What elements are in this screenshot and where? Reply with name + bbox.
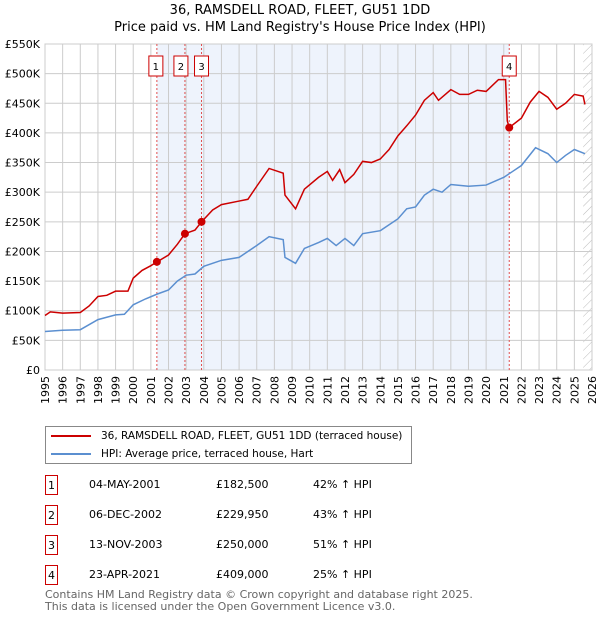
footer-copyright: Contains HM Land Registry data © Crown c… — [45, 588, 473, 601]
y-tick-label: £350K — [5, 157, 41, 170]
x-tick-label: 2019 — [462, 376, 475, 404]
sale-marker-number: 2 — [178, 62, 184, 73]
x-tick-label: 1996 — [57, 376, 70, 404]
x-tick-label: 2006 — [233, 376, 246, 404]
sale-price: £182,500 — [216, 478, 269, 491]
legend-label-property: 36, RAMSDELL ROAD, FLEET, GU51 1DD (terr… — [101, 430, 403, 442]
sale-point — [180, 229, 189, 238]
sale-price: £229,950 — [216, 508, 269, 521]
legend: 36, RAMSDELL ROAD, FLEET, GU51 1DD (terr… — [45, 426, 412, 464]
sale-hpi-diff: 51% ↑ HPI — [313, 538, 372, 551]
sale-point — [197, 217, 206, 226]
x-tick-label: 2000 — [127, 376, 140, 404]
x-tick-label: 2018 — [445, 376, 458, 404]
y-tick-label: £400K — [5, 127, 41, 140]
x-tick-label: 2026 — [586, 376, 599, 404]
x-tick-label: 2017 — [427, 376, 440, 404]
x-tick-label: 2024 — [551, 376, 564, 404]
sale-price: £250,000 — [216, 538, 269, 551]
sale-price: £409,000 — [216, 568, 269, 581]
x-tick-label: 1997 — [74, 376, 87, 404]
sale-date: 04-MAY-2001 — [89, 478, 161, 491]
hatched-future-region — [583, 44, 592, 370]
sale-row: 2 06-DEC-2002 £229,950 43% ↑ HPI — [45, 505, 445, 525]
x-tick-label: 2004 — [198, 376, 211, 404]
y-tick-label: £50K — [12, 334, 41, 347]
x-tick-label: 2023 — [533, 376, 546, 404]
x-tick-label: 2020 — [480, 376, 493, 404]
sale-marker-box — [194, 55, 210, 77]
sale-point — [505, 123, 514, 132]
sale-marker-number: 1 — [153, 62, 159, 73]
sale-number-badge: 3 — [45, 535, 58, 555]
x-tick-label: 1995 — [39, 376, 52, 404]
x-tick-label: 2022 — [515, 376, 528, 404]
y-tick-label: £0 — [26, 364, 40, 377]
sale-hpi-diff: 42% ↑ HPI — [313, 478, 372, 491]
sale-row: 4 23-APR-2021 £409,000 25% ↑ HPI — [45, 565, 445, 585]
x-tick-label: 2013 — [357, 376, 370, 404]
chart-title: 36, RAMSDELL ROAD, FLEET, GU51 1DD — [169, 3, 431, 18]
x-tick-label: 2008 — [268, 376, 281, 404]
sale-date: 23-APR-2021 — [89, 568, 161, 581]
footer: Contains HM Land Registry data © Crown c… — [45, 589, 473, 613]
x-tick-label: 2016 — [410, 376, 423, 404]
x-tick-label: 2011 — [321, 376, 334, 404]
sale-number-badge: 4 — [45, 565, 58, 585]
sale-date: 06-DEC-2002 — [89, 508, 163, 521]
sale-marker-number: 4 — [506, 62, 512, 73]
x-tick-label: 2021 — [498, 376, 511, 404]
y-tick-label: £200K — [5, 245, 41, 258]
sale-hpi-diff: 25% ↑ HPI — [313, 568, 372, 581]
legend-label-hpi: HPI: Average price, terraced house, Hart — [101, 448, 314, 460]
x-tick-label: 1999 — [110, 376, 123, 404]
y-tick-label: £550K — [5, 38, 41, 51]
sale-marker-box — [148, 55, 164, 77]
x-tick-label: 2012 — [339, 376, 352, 404]
property-price-line — [44, 78, 586, 317]
x-tick-label: 2009 — [286, 376, 299, 404]
sale-number-badge: 1 — [45, 475, 58, 495]
legend-line-property — [51, 435, 91, 437]
x-tick-label: 2001 — [145, 376, 158, 404]
sale-row: 3 13-NOV-2003 £250,000 51% ↑ HPI — [45, 535, 445, 555]
sale-number-badge: 2 — [45, 505, 58, 525]
x-tick-label: 2007 — [251, 376, 264, 404]
sale-date: 13-NOV-2003 — [89, 538, 163, 551]
sale-point — [152, 257, 161, 266]
y-tick-label: £300K — [5, 186, 41, 199]
x-tick-label: 2003 — [180, 376, 193, 404]
y-tick-label: £450K — [5, 97, 41, 110]
sale-marker-number: 3 — [198, 62, 204, 73]
sale-marker-box — [173, 55, 189, 77]
sale-marker-box — [501, 55, 517, 77]
x-tick-label: 2025 — [568, 376, 581, 404]
x-tick-label: 2014 — [374, 376, 387, 404]
y-tick-label: £500K — [5, 68, 41, 81]
y-tick-label: £150K — [5, 275, 41, 288]
y-tick-label: £250K — [5, 216, 41, 229]
x-tick-label: 2002 — [163, 376, 176, 404]
y-tick-label: £100K — [5, 305, 41, 318]
sale-hpi-diff: 43% ↑ HPI — [313, 508, 372, 521]
chart-subtitle: Price paid vs. HM Land Registry's House … — [114, 20, 486, 35]
hpi-line — [44, 146, 586, 333]
sale-row: 1 04-MAY-2001 £182,500 42% ↑ HPI — [45, 475, 445, 495]
x-tick-label: 2015 — [392, 376, 405, 404]
legend-line-hpi — [51, 453, 91, 455]
x-tick-label: 2010 — [304, 376, 317, 404]
footer-licence: This data is licensed under the Open Gov… — [45, 600, 396, 613]
x-tick-label: 2005 — [215, 376, 228, 404]
x-tick-label: 1998 — [92, 376, 105, 404]
price-chart: 1995 1996 1997 1998 1999 2000 2001 2002 2003 2004… — [5, 38, 599, 404]
